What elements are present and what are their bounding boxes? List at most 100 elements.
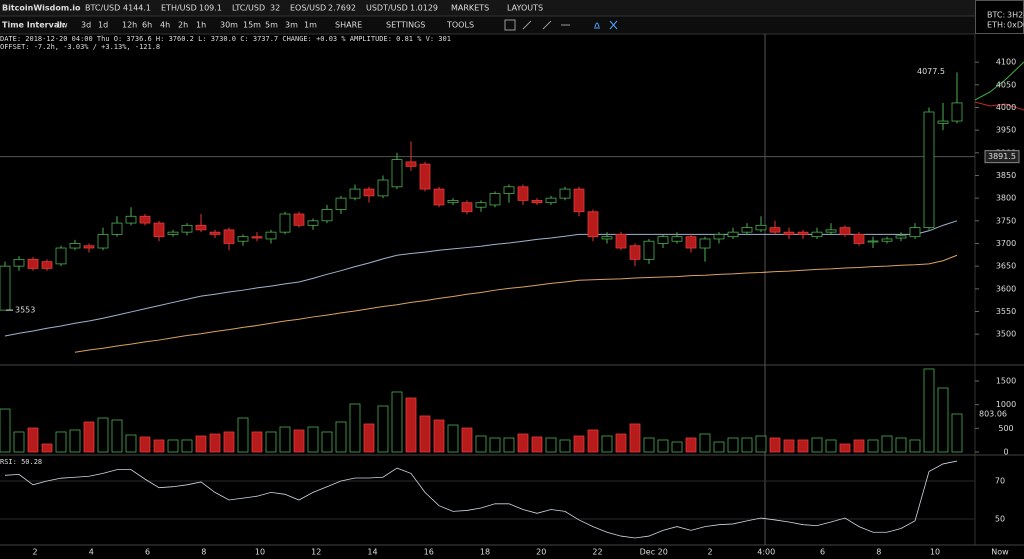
- toolbar-icons[interactable]: [504, 19, 618, 31]
- interval-button[interactable]: 3d: [81, 21, 91, 30]
- candle-body: [741, 227, 753, 233]
- rsi-tick-label: 70: [995, 477, 1005, 486]
- volume-bar: [139, 436, 151, 453]
- candle-body: [867, 240, 879, 243]
- interval-button[interactable]: 1d: [98, 21, 108, 30]
- candle-body: [139, 215, 151, 224]
- depth-bids: [974, 61, 1024, 101]
- volume-bar: [839, 443, 851, 453]
- candle-body: [909, 227, 921, 238]
- volume-bar: [195, 435, 207, 453]
- rsi-label: RSI: 50.28: [0, 458, 42, 466]
- fullscreen-tool[interactable]: [609, 20, 618, 30]
- toolbar-menu[interactable]: TOOLS: [446, 21, 474, 30]
- volume-bar: [531, 436, 543, 453]
- interval-button[interactable]: 12h: [122, 21, 137, 30]
- x-tick-label: 12: [311, 548, 321, 557]
- candle-body: [251, 236, 263, 239]
- volume-bar: [251, 431, 263, 453]
- volume-bar: [419, 415, 431, 453]
- wallet-address: 3H24E: [1007, 11, 1024, 20]
- crosshair-tool[interactable]: [504, 19, 516, 31]
- candle-body: [727, 231, 739, 238]
- candle-body: [755, 224, 767, 231]
- interval-button[interactable]: 15m: [243, 21, 261, 30]
- toolbar: [0, 16, 975, 34]
- candle-body: [559, 188, 571, 199]
- interval-button[interactable]: 4h: [160, 21, 170, 30]
- ticker-pair[interactable]: EOS/USD: [290, 4, 326, 13]
- y-tick-label: 4100: [996, 58, 1016, 67]
- volume-bar: [713, 441, 725, 453]
- alert-tool[interactable]: [594, 22, 600, 29]
- volume-bar: [559, 439, 571, 453]
- interval-button[interactable]: 2h: [178, 21, 188, 30]
- candle-body: [419, 163, 431, 190]
- candle-body: [699, 238, 711, 249]
- x-tick-label: 4:00: [757, 548, 775, 557]
- header-menu[interactable]: MARKETS: [451, 4, 489, 13]
- volume-tick-label: 1500: [996, 376, 1016, 385]
- volume-bar: [13, 431, 25, 453]
- volume-bar: [923, 368, 935, 453]
- volume-bar: [727, 437, 739, 453]
- volume-bar: [391, 391, 403, 453]
- interval-button[interactable]: 3m: [285, 21, 298, 30]
- candle-body: [573, 188, 585, 213]
- toolbar-menu[interactable]: SETTINGS: [386, 21, 425, 30]
- candle-body: [517, 186, 529, 201]
- interval-button[interactable]: 5m: [265, 21, 278, 30]
- wallet-address: 0xD6: [1007, 21, 1024, 30]
- candle-body: [195, 224, 207, 231]
- wallet-label: BTC:: [987, 11, 1005, 20]
- y-tick-label: 3600: [996, 284, 1016, 293]
- volume-bar: [27, 427, 39, 453]
- volume-bar: [237, 417, 249, 453]
- interval-button[interactable]: 1m: [304, 21, 317, 30]
- candle-body: [769, 227, 781, 233]
- candle-body: [41, 261, 53, 269]
- x-tick-label: 10: [255, 548, 265, 557]
- candle-body: [503, 186, 515, 195]
- volume-bar: [503, 437, 515, 453]
- interval-button[interactable]: 6h: [142, 21, 152, 30]
- volume-tick-label: 1000: [996, 400, 1016, 409]
- candle-body: [83, 245, 95, 249]
- toolbar-menu[interactable]: SHARE: [335, 21, 362, 30]
- ticker-pair[interactable]: ETH/USD: [161, 4, 197, 13]
- candle-body: [27, 258, 39, 269]
- interval-button[interactable]: 1h: [196, 21, 206, 30]
- logo[interactable]: BitcoinWisdom.io: [2, 4, 81, 13]
- volume-bar: [601, 435, 613, 453]
- top-bar: [0, 0, 1024, 16]
- volume-bar: [587, 429, 599, 453]
- volume-bar: [279, 426, 291, 453]
- volume-bar: [643, 437, 655, 453]
- volume-bar: [517, 433, 529, 453]
- ray-tool[interactable]: [542, 20, 552, 30]
- candle-body: [797, 231, 809, 235]
- volume-bar: [461, 427, 473, 453]
- candle-body: [825, 229, 837, 233]
- y-tick-label: 3800: [996, 194, 1016, 203]
- candle-body: [643, 240, 655, 260]
- candle-body: [923, 111, 935, 229]
- x-tick-label: 20: [536, 548, 546, 557]
- interval-button[interactable]: 1w: [56, 21, 68, 30]
- header-menu[interactable]: LAYOUTS: [507, 4, 543, 13]
- x-tick-label: 22: [592, 548, 602, 557]
- x-tick-label: 10: [930, 548, 940, 557]
- volume-bar: [951, 413, 963, 453]
- volume-bar: [223, 431, 235, 453]
- ticker-pair[interactable]: LTC/USD: [232, 4, 265, 13]
- interval-button[interactable]: 30m: [220, 21, 238, 30]
- volume-bar: [377, 405, 389, 453]
- ticker-pair[interactable]: USDT/USD: [366, 4, 408, 13]
- volume-bar: [125, 434, 137, 453]
- ticker-pair[interactable]: BTC/USD: [85, 4, 120, 13]
- line-tool[interactable]: [522, 20, 532, 30]
- candle-body: [349, 188, 361, 199]
- y-tick-label: 3500: [996, 330, 1016, 339]
- candle-body: [937, 120, 949, 124]
